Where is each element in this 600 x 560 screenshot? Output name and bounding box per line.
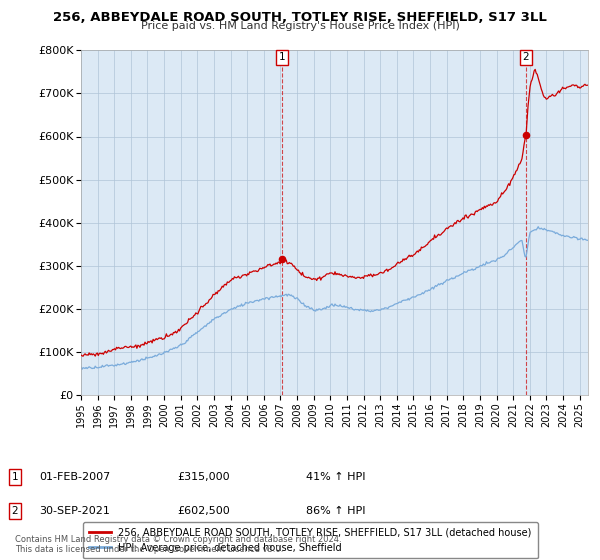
Text: Contains HM Land Registry data © Crown copyright and database right 2024.
This d: Contains HM Land Registry data © Crown c…: [15, 535, 341, 554]
Text: 86% ↑ HPI: 86% ↑ HPI: [306, 506, 365, 516]
Text: Price paid vs. HM Land Registry's House Price Index (HPI): Price paid vs. HM Land Registry's House …: [140, 21, 460, 31]
Text: 256, ABBEYDALE ROAD SOUTH, TOTLEY RISE, SHEFFIELD, S17 3LL: 256, ABBEYDALE ROAD SOUTH, TOTLEY RISE, …: [53, 11, 547, 24]
Text: £315,000: £315,000: [177, 472, 230, 482]
Text: 2: 2: [11, 506, 19, 516]
Text: £602,500: £602,500: [177, 506, 230, 516]
Text: 01-FEB-2007: 01-FEB-2007: [39, 472, 110, 482]
Text: 1: 1: [278, 52, 285, 62]
Text: 41% ↑ HPI: 41% ↑ HPI: [306, 472, 365, 482]
Text: 1: 1: [11, 472, 19, 482]
Text: 30-SEP-2021: 30-SEP-2021: [39, 506, 110, 516]
Text: 2: 2: [523, 52, 529, 62]
Point: [277, 255, 287, 264]
Point: [521, 131, 530, 140]
Legend: 256, ABBEYDALE ROAD SOUTH, TOTLEY RISE, SHEFFIELD, S17 3LL (detached house), HPI: 256, ABBEYDALE ROAD SOUTH, TOTLEY RISE, …: [83, 522, 538, 558]
